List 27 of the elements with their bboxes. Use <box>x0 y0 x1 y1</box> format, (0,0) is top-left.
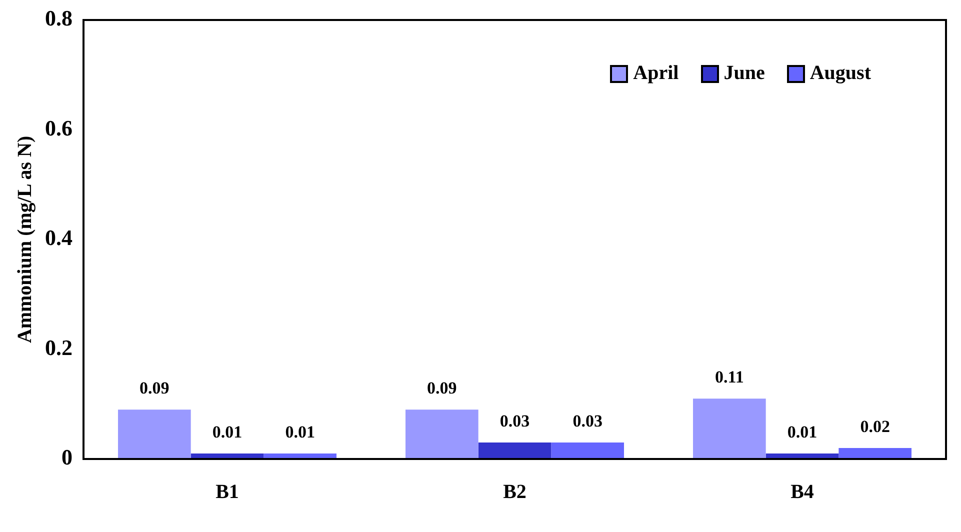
y-tick-label: 0 <box>62 444 72 470</box>
bar <box>478 442 552 459</box>
x-tick-label: B1 <box>216 481 239 504</box>
data-label: 0.01 <box>787 422 818 442</box>
y-tick-label: 0.4 <box>45 225 72 250</box>
x-tick-label: B2 <box>503 481 526 504</box>
y-tick-label: 0.8 <box>45 6 72 31</box>
y-tick-label: 0.6 <box>45 115 72 140</box>
bar <box>118 410 191 459</box>
data-label: 0.01 <box>212 422 242 442</box>
bar <box>551 442 624 459</box>
legend-label: June <box>724 62 765 85</box>
bar <box>406 410 478 459</box>
data-label: 0.09 <box>427 378 457 398</box>
data-label: 0.03 <box>572 411 602 430</box>
data-label: 0.01 <box>285 422 315 442</box>
data-label: 0.03 <box>500 411 530 430</box>
data-label: 0.11 <box>715 368 744 387</box>
legend-label: April <box>633 62 679 85</box>
y-axis-title: Ammonium (mg/L as N) <box>14 136 36 344</box>
bar <box>693 398 766 459</box>
data-label: 0.09 <box>140 378 170 398</box>
legend-label: August <box>810 62 871 85</box>
data-label: 0.02 <box>860 416 890 436</box>
x-tick-label: B4 <box>790 481 814 504</box>
y-tick-label: 0.2 <box>45 334 72 360</box>
bar <box>838 448 912 459</box>
